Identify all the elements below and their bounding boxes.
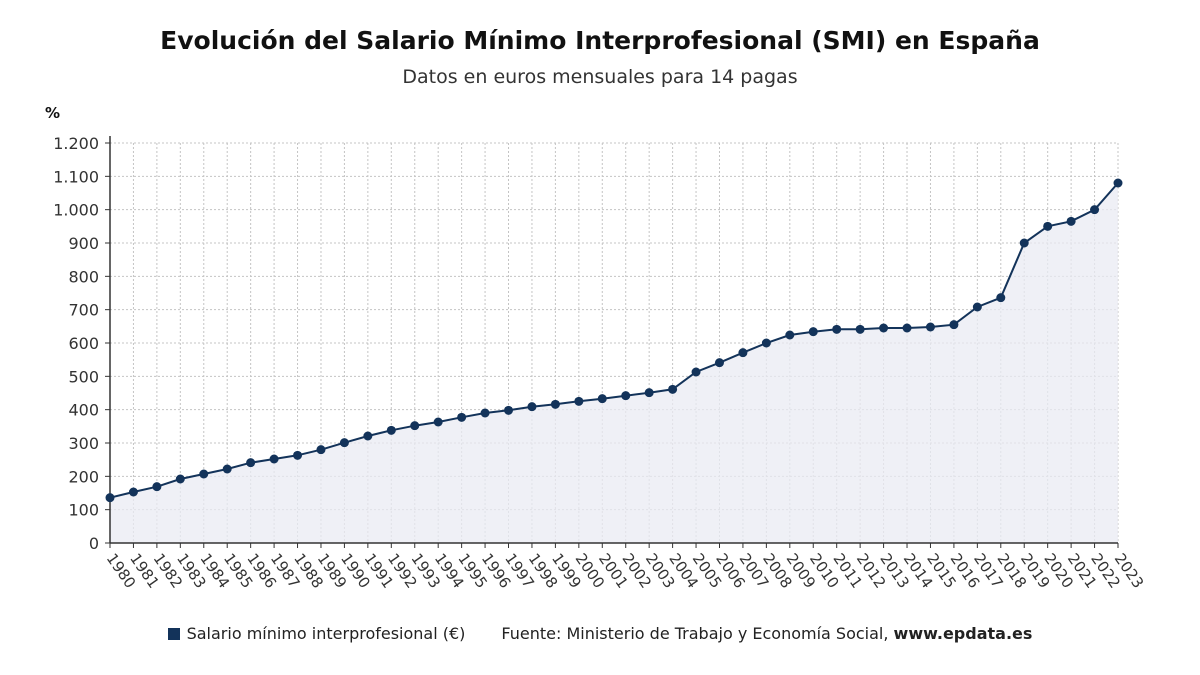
legend-swatch [167, 627, 180, 640]
legend: Salario mínimo interprofesional (€) [167, 624, 466, 643]
y-tick-label: 600 [68, 334, 99, 353]
y-tick-labels: 0 100 200 300 400 500 600 700 800 900 1.000 1.100 1.… [53, 134, 99, 553]
data-point [480, 408, 490, 418]
y-tick-label: 0 [89, 534, 99, 553]
legend-label: Salario mínimo interprofesional (€) [186, 624, 466, 643]
data-point [339, 438, 349, 448]
data-point [386, 425, 396, 435]
chart-title: Evolución del Salario Mínimo Interprofes… [160, 26, 1040, 55]
data-point [902, 323, 912, 333]
y-tick-label: 100 [68, 501, 99, 520]
data-point [527, 402, 537, 412]
source-link[interactable]: www.epdata.es [893, 624, 1033, 643]
data-point [1090, 205, 1100, 215]
data-point [644, 388, 654, 398]
line-chart: 0 100 200 300 400 500 600 700 800 900 1.000 1.100 1.… [53, 134, 1148, 592]
data-point [293, 450, 303, 460]
data-point [574, 396, 584, 406]
y-tick-label: 200 [68, 467, 99, 486]
y-tick-label: 1.200 [53, 134, 99, 153]
data-point [855, 324, 865, 334]
data-point [1043, 221, 1053, 231]
chart-subtitle: Datos en euros mensuales para 14 pagas [402, 66, 798, 88]
y-tick-label: 700 [68, 301, 99, 320]
y-tick-label: 1.100 [53, 167, 99, 186]
data-point [1019, 238, 1029, 248]
data-point [785, 330, 795, 340]
axis-layer [105, 136, 1119, 548]
y-tick-label: 500 [68, 367, 99, 386]
x-tick-labels: 1980198119821983198419851986198719881989… [103, 550, 1148, 592]
data-point [808, 327, 818, 337]
data-point [1066, 216, 1076, 226]
data-point [222, 464, 232, 474]
chart-footer: Salario mínimo interprofesional (€) Fuen… [0, 624, 1200, 643]
data-point [1113, 178, 1123, 188]
y-axis-unit-label: % [45, 104, 61, 122]
series-area [110, 183, 1118, 543]
data-point [363, 431, 373, 441]
data-point [879, 323, 889, 333]
data-point [457, 412, 467, 422]
source-text: Fuente: Ministerio de Trabajo y Economía… [501, 624, 889, 643]
data-point [714, 358, 724, 368]
data-point [949, 320, 959, 330]
data-point [550, 399, 560, 409]
data-point [175, 474, 185, 484]
data-point [621, 391, 631, 401]
data-point [316, 445, 326, 455]
data-point [668, 384, 678, 394]
data-point [691, 367, 701, 377]
y-tick-label: 800 [68, 267, 99, 286]
data-point [246, 458, 256, 468]
y-tick-label: 1.000 [53, 201, 99, 220]
data-point [199, 469, 209, 479]
data-point [105, 493, 115, 503]
data-point [410, 421, 420, 431]
data-point [832, 324, 842, 334]
data-point [152, 482, 162, 492]
data-point [761, 338, 771, 348]
data-point [597, 394, 607, 404]
data-point [738, 348, 748, 358]
y-tick-label: 900 [68, 234, 99, 253]
data-point [269, 454, 279, 464]
data-point [996, 293, 1006, 303]
y-tick-label: 400 [68, 401, 99, 420]
data-point [433, 417, 443, 427]
y-tick-label: 300 [68, 434, 99, 453]
data-point [128, 487, 138, 497]
points-layer [105, 178, 1123, 503]
data-point [925, 322, 935, 332]
data-point [972, 302, 982, 312]
data-point [504, 405, 514, 415]
